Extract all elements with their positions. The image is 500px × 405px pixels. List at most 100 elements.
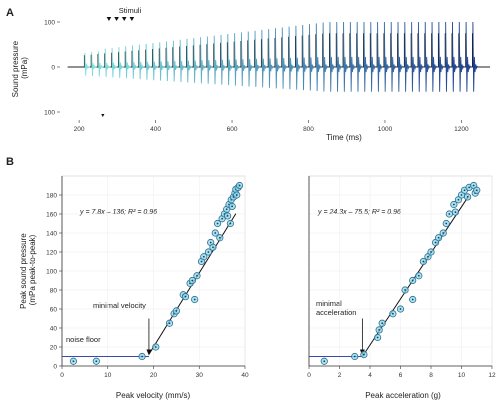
panel-a-pulse xyxy=(111,47,118,78)
data-point-center xyxy=(378,329,381,331)
y-tick-label: 20 xyxy=(50,344,58,351)
panel-a-pulse xyxy=(431,21,438,92)
panel-a-pulse xyxy=(98,51,104,77)
data-point-center xyxy=(231,205,234,208)
panel-a-pulse xyxy=(125,46,131,79)
panel-a-ytick-label: 100 xyxy=(44,20,55,27)
panel-a-pulse xyxy=(336,21,343,92)
x-tick-label: 30 xyxy=(196,372,204,379)
data-point-center xyxy=(209,241,212,244)
data-point-center xyxy=(323,360,326,363)
data-point-center xyxy=(472,184,475,187)
y-tick-label: 80 xyxy=(50,287,58,294)
data-point-center xyxy=(196,274,198,277)
panel-a-pulse xyxy=(179,39,186,82)
panel-a-ytick-label: 100 xyxy=(44,110,55,117)
y-tick-label: 60 xyxy=(50,306,58,313)
data-point-center xyxy=(411,279,414,282)
threshold-arrowhead xyxy=(146,349,152,356)
panel-a-pulse xyxy=(91,52,97,77)
panel-a-pulse xyxy=(159,42,165,81)
data-point-center xyxy=(221,217,224,220)
data-point-center xyxy=(229,222,232,225)
panel-a-pulse xyxy=(200,37,206,84)
panel-a-pulse xyxy=(227,34,234,86)
panel-a-xtick-label: 1000 xyxy=(378,126,393,133)
stimuli-label: Stimuli xyxy=(119,6,142,15)
panel-a-pulse xyxy=(309,24,315,91)
panel-a-ylabel-line1: Sound pressure xyxy=(11,40,20,97)
panel-a-pulse xyxy=(363,21,370,92)
panel-a-pulse xyxy=(445,21,452,92)
data-point-center xyxy=(141,355,143,358)
data-point-center xyxy=(207,251,210,253)
x-tick-label: 4 xyxy=(368,372,372,379)
panel-a-pulse xyxy=(322,22,329,92)
y-tick-label: 0 xyxy=(53,363,57,370)
panel-a-pulse xyxy=(118,47,125,78)
minimal-velocity-label: minimal velocity xyxy=(93,301,146,310)
y-tick-label: 180 xyxy=(46,192,57,199)
panel-a-pulse xyxy=(349,21,356,92)
panel-a-pulse xyxy=(383,21,390,92)
panel-a-xtick-label: 600 xyxy=(227,126,238,133)
x-tick-label: 2 xyxy=(338,372,342,379)
data-point-center xyxy=(214,232,217,234)
panel-a-pulse xyxy=(206,36,213,84)
data-point-center xyxy=(235,194,238,196)
x-tick-label: 40 xyxy=(241,372,249,379)
panel-a-pulse xyxy=(220,34,227,85)
panel-a-pulse xyxy=(343,21,349,92)
minimal-acceleration-line1: minimal xyxy=(316,299,342,308)
data-point-center xyxy=(212,246,214,249)
panel-a-pulse xyxy=(172,40,179,82)
data-point-center xyxy=(430,251,432,253)
panel-a-pulse xyxy=(315,23,322,92)
panel-a-pulse xyxy=(145,43,152,80)
panel-a-pulse xyxy=(356,21,363,92)
panel-b-right-plot: 0 2 4 6 8 10 12 xyxy=(307,175,496,379)
panel-b-right-chart: Peak acceleration (g) y = 24.3x – 75.5; … xyxy=(307,175,496,400)
panel-b-left-equation: y = 7.8x – 136; R² = 0.96 xyxy=(79,209,157,216)
data-point-center xyxy=(193,298,196,301)
data-point-center xyxy=(191,279,194,282)
panel-b-ylabel-line2: (mPa peak-to-peak) xyxy=(28,234,37,305)
panel-b-ylabel-line1: Peak sound pressure xyxy=(19,233,28,309)
data-point-center xyxy=(184,295,187,298)
panel-a-chart: Sound pressure (mPa) Time (ms) Stimuli 1… xyxy=(11,6,491,142)
panel-a-pulse xyxy=(186,38,193,83)
data-point-center xyxy=(427,255,429,258)
panel-a-pulse xyxy=(438,21,445,92)
x-tick-label: 10 xyxy=(458,372,466,379)
panel-a-pulse xyxy=(213,35,220,85)
stimulus-marker xyxy=(101,114,105,117)
y-tick-label: 40 xyxy=(50,325,58,332)
panel-a-pulse xyxy=(288,26,295,90)
data-point-center xyxy=(391,312,394,315)
panel-a-pulse xyxy=(411,21,417,92)
panel-label-a: A xyxy=(6,7,14,19)
panel-a-xtick-label: 400 xyxy=(150,126,161,133)
panel-a-pulse xyxy=(302,24,309,91)
data-point-center xyxy=(72,360,75,363)
panel-a-pulse xyxy=(104,48,111,78)
panel-a-pulse xyxy=(254,30,261,87)
panel-a-pulse xyxy=(404,21,411,92)
panel-b-right-equation: y = 24.3x – 75.5; R² = 0.96 xyxy=(317,209,401,216)
panel-b-ylabel: Peak sound pressure (mPa peak-to-peak) xyxy=(19,231,37,309)
data-point-center xyxy=(363,353,365,356)
panel-a-pulse xyxy=(166,41,172,82)
panel-a-xlabel: Time (ms) xyxy=(326,133,362,142)
data-point-center xyxy=(226,215,229,217)
x-tick-label: 0 xyxy=(60,372,64,379)
y-tick-label: 100 xyxy=(46,268,57,275)
minimal-acceleration-label: minimal acceleration xyxy=(316,299,356,317)
data-point-center xyxy=(218,236,221,239)
data-point-center xyxy=(381,322,384,325)
data-point-center xyxy=(463,189,466,192)
y-tick-label: 120 xyxy=(46,249,57,256)
panel-b-left-plot: 0 10 20 30 40 0 20 40 60 80 100 120 140 160 180 xyxy=(46,175,249,379)
data-point-center xyxy=(475,189,478,192)
data-point-center xyxy=(448,213,451,215)
